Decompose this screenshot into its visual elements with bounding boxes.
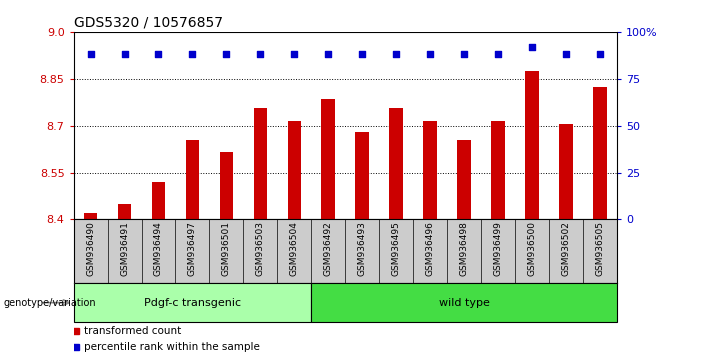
Text: GSM936498: GSM936498 [460, 221, 468, 276]
Text: GSM936494: GSM936494 [154, 221, 163, 276]
Text: GSM936497: GSM936497 [188, 221, 197, 276]
Bar [186, 140, 199, 219]
Text: GSM936490: GSM936490 [86, 221, 95, 276]
Point [425, 52, 436, 57]
Bar [355, 132, 369, 219]
Point [526, 44, 538, 50]
Bar [84, 213, 97, 219]
Bar [219, 152, 233, 219]
Bar [423, 121, 437, 219]
Point [187, 52, 198, 57]
Text: GDS5320 / 10576857: GDS5320 / 10576857 [74, 15, 223, 29]
Bar [322, 99, 335, 219]
Point [254, 52, 266, 57]
Text: genotype/variation: genotype/variation [4, 298, 96, 308]
Point [458, 52, 470, 57]
Text: GSM936501: GSM936501 [222, 221, 231, 276]
Bar [311, 283, 617, 322]
Bar [559, 124, 573, 219]
Text: GSM936505: GSM936505 [595, 221, 604, 276]
Text: wild type: wild type [439, 298, 489, 308]
Point [560, 52, 571, 57]
Text: GSM936504: GSM936504 [290, 221, 299, 276]
Text: GSM936493: GSM936493 [358, 221, 367, 276]
Text: GSM936503: GSM936503 [256, 221, 265, 276]
Text: GSM936502: GSM936502 [562, 221, 571, 276]
Text: GSM936496: GSM936496 [426, 221, 435, 276]
Bar [287, 121, 301, 219]
Text: Pdgf-c transgenic: Pdgf-c transgenic [144, 298, 241, 308]
Text: GSM936492: GSM936492 [324, 221, 333, 276]
Point [357, 52, 368, 57]
Point [221, 52, 232, 57]
Bar [254, 108, 267, 219]
Point [153, 52, 164, 57]
Text: GSM936500: GSM936500 [527, 221, 536, 276]
Bar [118, 204, 131, 219]
Bar [457, 140, 471, 219]
Point [322, 52, 334, 57]
Bar [593, 87, 606, 219]
Bar [389, 108, 403, 219]
Text: GSM936499: GSM936499 [494, 221, 503, 276]
Point [594, 52, 606, 57]
Point [119, 52, 130, 57]
Point [492, 52, 503, 57]
Point [390, 52, 402, 57]
Text: percentile rank within the sample: percentile rank within the sample [85, 342, 260, 352]
Point [289, 52, 300, 57]
Bar [74, 283, 311, 322]
Bar [491, 121, 505, 219]
Text: GSM936495: GSM936495 [392, 221, 401, 276]
Bar [525, 71, 539, 219]
Point [85, 52, 96, 57]
Text: GSM936491: GSM936491 [120, 221, 129, 276]
Bar [151, 182, 165, 219]
Text: transformed count: transformed count [85, 326, 182, 336]
